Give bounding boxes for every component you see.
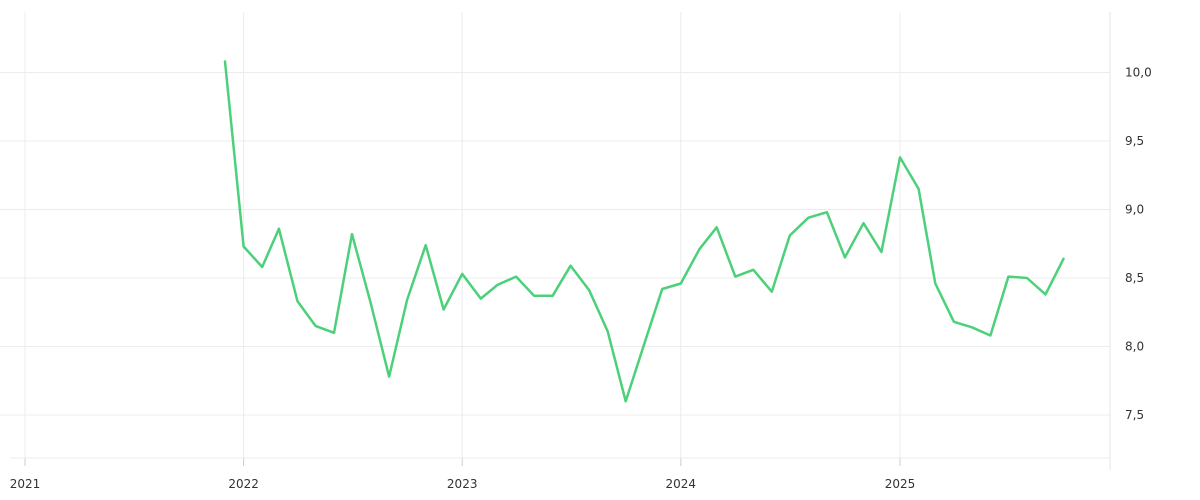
series-layer [223, 60, 1065, 403]
x-tick-label: 2025 [885, 477, 916, 491]
y-tick-label: 10,0 [1125, 66, 1152, 80]
y-tick-label: 7,5 [1125, 408, 1144, 422]
x-tick-label: 2023 [447, 477, 478, 491]
y-tick-label: 9,5 [1125, 134, 1144, 148]
y-tick-label: 9,0 [1125, 203, 1144, 217]
axis-layer: 7,5 8,0 8,5 9,0 9,5 10,0 2021 2022 2023 2024 2025 [10, 12, 1152, 491]
grid-layer [0, 12, 1110, 458]
y-tick-label: 8,0 [1125, 340, 1144, 354]
series-line [223, 60, 1065, 403]
x-tick-label: 2021 [10, 477, 41, 491]
x-tick-label: 2022 [228, 477, 259, 491]
y-tick-label: 8,5 [1125, 271, 1144, 285]
x-tick-label: 2024 [666, 477, 697, 491]
